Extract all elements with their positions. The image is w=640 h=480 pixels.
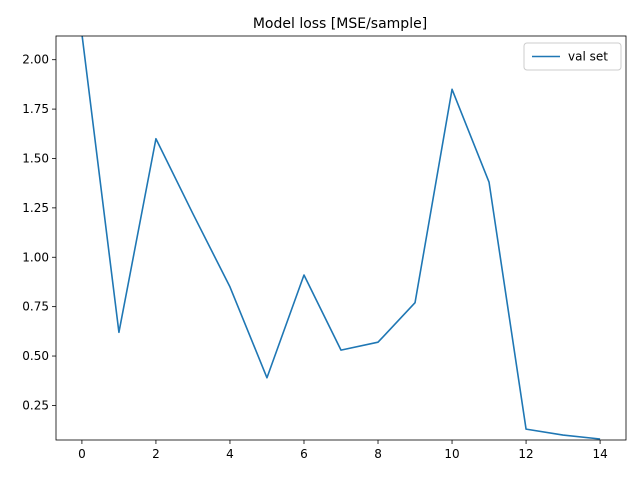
plot-area: 0 2 4 6 8 10 12 14 0.25 0.50 0.75 1.00 1.25 1.50 1.75 2… — [22, 35, 627, 461]
y-tick-label: 1.75 — [22, 102, 49, 116]
x-tick-label: 2 — [152, 447, 160, 461]
x-tick-label: 0 — [78, 447, 86, 461]
x-tick-label: 10 — [444, 447, 459, 461]
x-tick-label: 6 — [300, 447, 308, 461]
y-tick-label: 0.25 — [22, 398, 49, 412]
y-tick-label: 1.00 — [22, 250, 49, 264]
y-tick-label: 0.75 — [22, 300, 49, 314]
y-tick-label: 2.00 — [22, 53, 49, 67]
chart-title: Model loss [MSE/sample] — [253, 16, 427, 32]
legend-box — [523, 42, 622, 71]
x-tick-label: 14 — [592, 447, 607, 461]
x-tick-label: 8 — [374, 447, 382, 461]
axes-frame — [55, 35, 627, 441]
x-tick-label: 12 — [518, 447, 533, 461]
series-line-0 — [81, 36, 601, 440]
y-tick-label: 0.50 — [22, 349, 49, 363]
x-tick-label: 4 — [226, 447, 234, 461]
y-tick-label: 1.25 — [22, 201, 49, 215]
legend-label: val set — [568, 50, 608, 64]
y-tick-label: 1.50 — [22, 151, 49, 165]
